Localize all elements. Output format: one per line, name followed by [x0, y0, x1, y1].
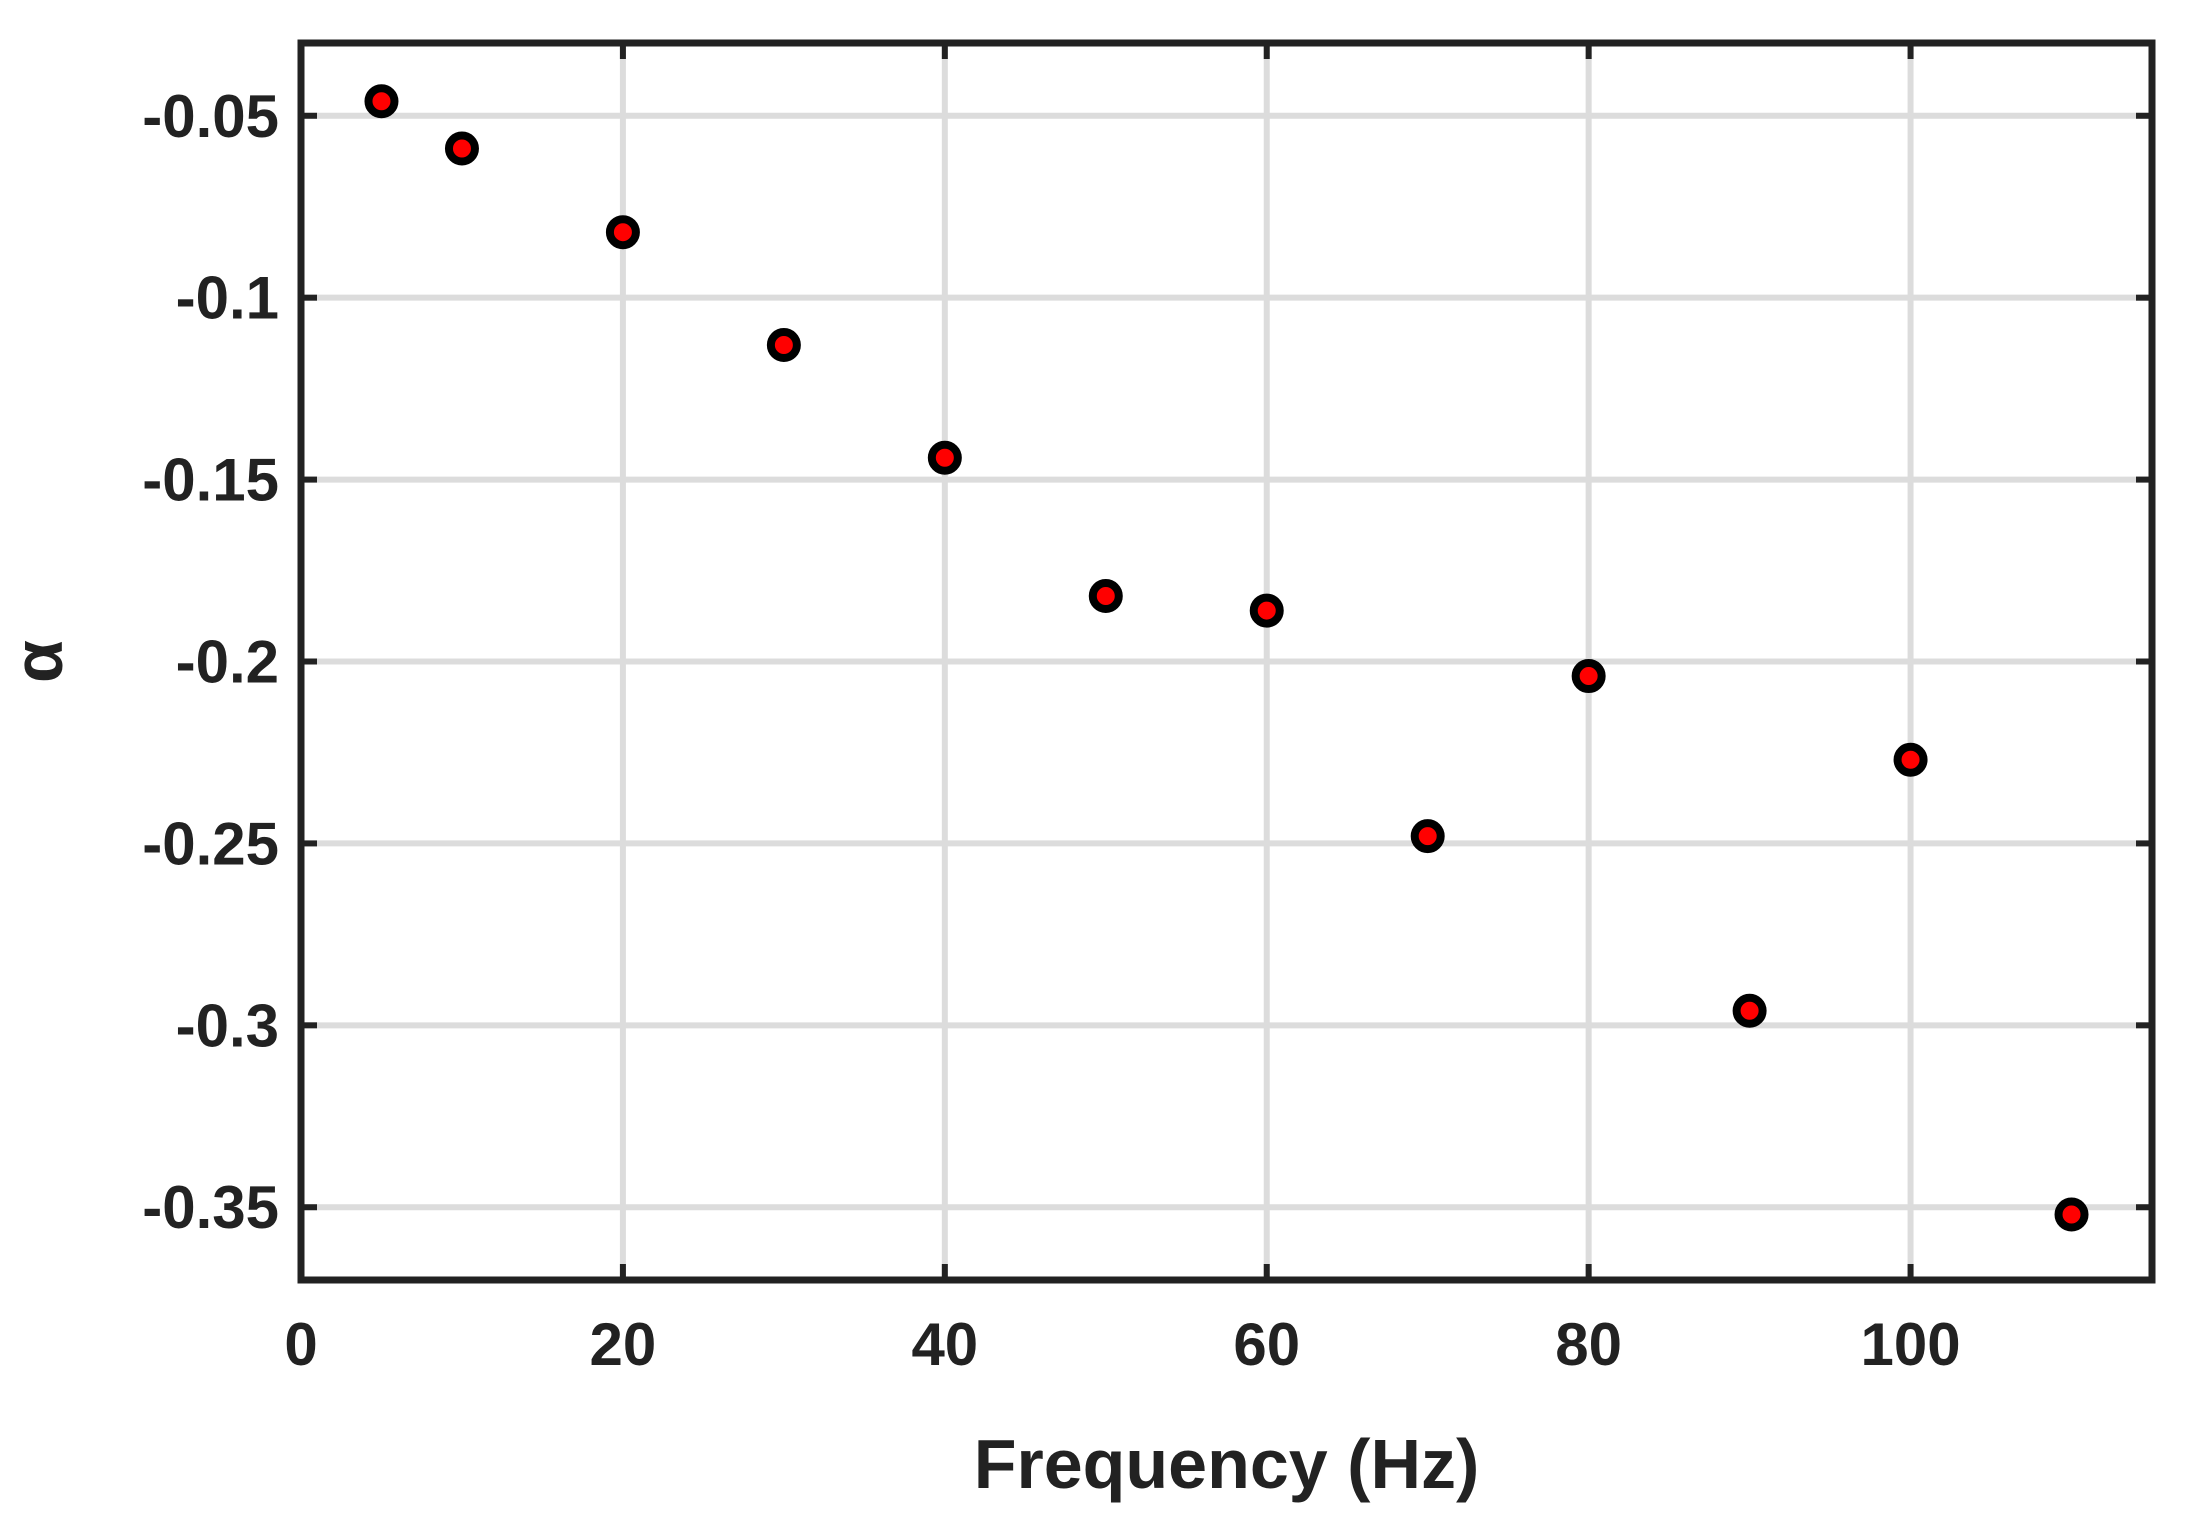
data-point	[1249, 593, 1284, 628]
y-tick-label: -0.15	[142, 447, 279, 514]
x-tick-labels: 0 20 40 60 80 100	[284, 1311, 1960, 1378]
data-point	[927, 440, 962, 475]
x-tick-label: 80	[1555, 1311, 1622, 1378]
axis-ticks	[298, 43, 2152, 1280]
y-axis-title: α	[0, 640, 77, 683]
y-tick-label: -0.35	[142, 1174, 279, 1241]
data-points	[364, 84, 2089, 1232]
data-point	[364, 84, 399, 119]
data-point	[605, 215, 640, 250]
data-point	[1732, 993, 1767, 1028]
data-point	[1893, 742, 1928, 777]
x-tick-label: 100	[1861, 1311, 1961, 1378]
grid-lines	[298, 43, 2152, 1280]
data-point	[444, 131, 479, 166]
x-tick-label: 0	[284, 1311, 317, 1378]
x-tick-label: 60	[1233, 1311, 1300, 1378]
y-tick-label: -0.1	[176, 265, 279, 332]
x-tick-label: 20	[590, 1311, 657, 1378]
y-tick-labels: -0.05 -0.1 -0.15 -0.2 -0.25 -0.3 -0.35	[142, 83, 279, 1241]
y-tick-label: -0.05	[142, 83, 279, 150]
x-axis-title: Frequency (Hz)	[974, 1425, 1480, 1503]
data-point	[1410, 819, 1445, 854]
data-point	[2054, 1197, 2089, 1232]
y-tick-label: -0.2	[176, 629, 279, 696]
y-tick-label: -0.25	[142, 810, 279, 877]
data-point	[1088, 579, 1123, 614]
data-point	[766, 327, 801, 362]
data-point	[1571, 659, 1606, 694]
x-tick-label: 40	[911, 1311, 978, 1378]
y-tick-label: -0.3	[176, 992, 279, 1059]
